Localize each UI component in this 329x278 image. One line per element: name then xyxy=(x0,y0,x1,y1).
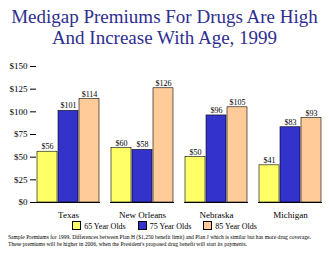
html-text:Sample Premiums for 1999. Diff: Sample Premiums for 1999. Differences be… xyxy=(8,234,311,247)
svg-text:$105: $105 xyxy=(230,98,246,107)
svg-text:New Orleans: New Orleans xyxy=(119,210,167,220)
html-text:75 Year Olds: 75 Year Olds xyxy=(149,222,192,231)
svg-text:$101: $101 xyxy=(61,101,77,110)
html-text:85 Year Olds: 85 Year Olds xyxy=(215,222,257,231)
svg-text:$25: $25 xyxy=(14,175,28,185)
svg-text:$50: $50 xyxy=(14,152,28,162)
svg-text:$56: $56 xyxy=(42,142,54,151)
svg-text:Nebraska: Nebraska xyxy=(200,210,234,220)
html-text:Medigap Premiums For Drugs Are: Medigap Premiums For Drugs Are High And … xyxy=(11,6,318,48)
svg-text:$0: $0 xyxy=(19,197,29,207)
svg-text:$60: $60 xyxy=(116,139,128,148)
svg-text:$150: $150 xyxy=(10,61,29,71)
svg-text:Texas: Texas xyxy=(58,210,79,220)
svg-text:$114: $114 xyxy=(82,90,98,99)
svg-text:$100: $100 xyxy=(10,107,29,117)
svg-text:$83: $83 xyxy=(285,118,297,127)
svg-text:$96: $96 xyxy=(211,106,223,115)
svg-text:$58: $58 xyxy=(137,140,149,149)
svg-text:$75: $75 xyxy=(14,129,28,139)
svg-text:$41: $41 xyxy=(264,156,276,165)
svg-text:Michigan: Michigan xyxy=(273,210,308,220)
html-text:65 Year Olds: 65 Year Olds xyxy=(84,222,126,231)
svg-text:$125: $125 xyxy=(10,84,29,94)
svg-text:$93: $93 xyxy=(306,109,318,118)
svg-text:$126: $126 xyxy=(156,79,172,88)
svg-text:$50: $50 xyxy=(190,148,202,157)
